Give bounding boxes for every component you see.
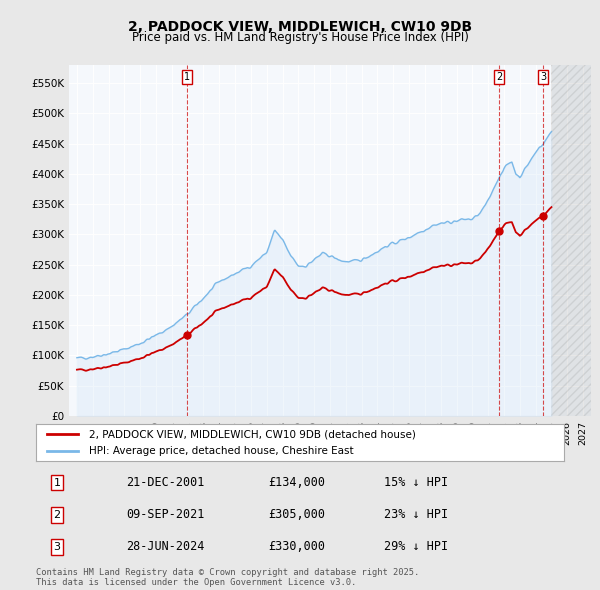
Text: 09-SEP-2021: 09-SEP-2021 — [126, 508, 204, 522]
Text: 15% ↓ HPI: 15% ↓ HPI — [385, 476, 449, 489]
Text: HPI: Average price, detached house, Cheshire East: HPI: Average price, detached house, Ches… — [89, 447, 353, 456]
Text: 29% ↓ HPI: 29% ↓ HPI — [385, 540, 449, 553]
Text: Price paid vs. HM Land Registry's House Price Index (HPI): Price paid vs. HM Land Registry's House … — [131, 31, 469, 44]
Text: 28-JUN-2024: 28-JUN-2024 — [126, 540, 204, 553]
Text: 21-DEC-2001: 21-DEC-2001 — [126, 476, 204, 489]
Text: 2, PADDOCK VIEW, MIDDLEWICH, CW10 9DB (detached house): 2, PADDOCK VIEW, MIDDLEWICH, CW10 9DB (d… — [89, 430, 416, 439]
Text: 2: 2 — [53, 510, 61, 520]
Text: 1: 1 — [53, 478, 61, 488]
Text: 3: 3 — [53, 542, 61, 552]
Text: 3: 3 — [541, 72, 547, 82]
Text: 23% ↓ HPI: 23% ↓ HPI — [385, 508, 449, 522]
Text: £330,000: £330,000 — [268, 540, 325, 553]
Text: £305,000: £305,000 — [268, 508, 325, 522]
Text: 2: 2 — [496, 72, 502, 82]
Text: 1: 1 — [184, 72, 190, 82]
Text: Contains HM Land Registry data © Crown copyright and database right 2025.
This d: Contains HM Land Registry data © Crown c… — [36, 568, 419, 587]
Text: 2, PADDOCK VIEW, MIDDLEWICH, CW10 9DB: 2, PADDOCK VIEW, MIDDLEWICH, CW10 9DB — [128, 19, 472, 34]
Text: £134,000: £134,000 — [268, 476, 325, 489]
